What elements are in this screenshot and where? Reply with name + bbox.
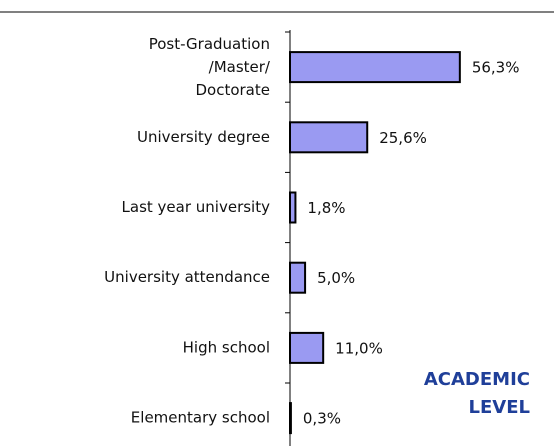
category-label: Last year university <box>122 198 271 216</box>
category-label: University degree <box>137 128 270 146</box>
value-label: 25,6% <box>379 129 427 147</box>
value-label: 1,8% <box>307 199 345 217</box>
annotation: LEVEL <box>469 397 530 418</box>
value-label: 5,0% <box>317 269 355 287</box>
category-label: Post-Graduation/Master/Doctorate <box>149 35 271 99</box>
value-label: 56,3% <box>472 59 520 77</box>
value-label: 11,0% <box>335 339 383 357</box>
bar <box>289 121 369 154</box>
category-label: High school <box>183 338 270 356</box>
bar <box>289 261 307 294</box>
bar <box>289 191 297 224</box>
bar <box>289 402 292 435</box>
category-label: University attendance <box>104 268 270 286</box>
bar <box>289 51 461 84</box>
category-label: Elementary school <box>131 409 270 427</box>
value-label: 0,3% <box>303 410 341 428</box>
annotation: ACADEMIC <box>424 369 530 390</box>
bar <box>289 331 325 364</box>
